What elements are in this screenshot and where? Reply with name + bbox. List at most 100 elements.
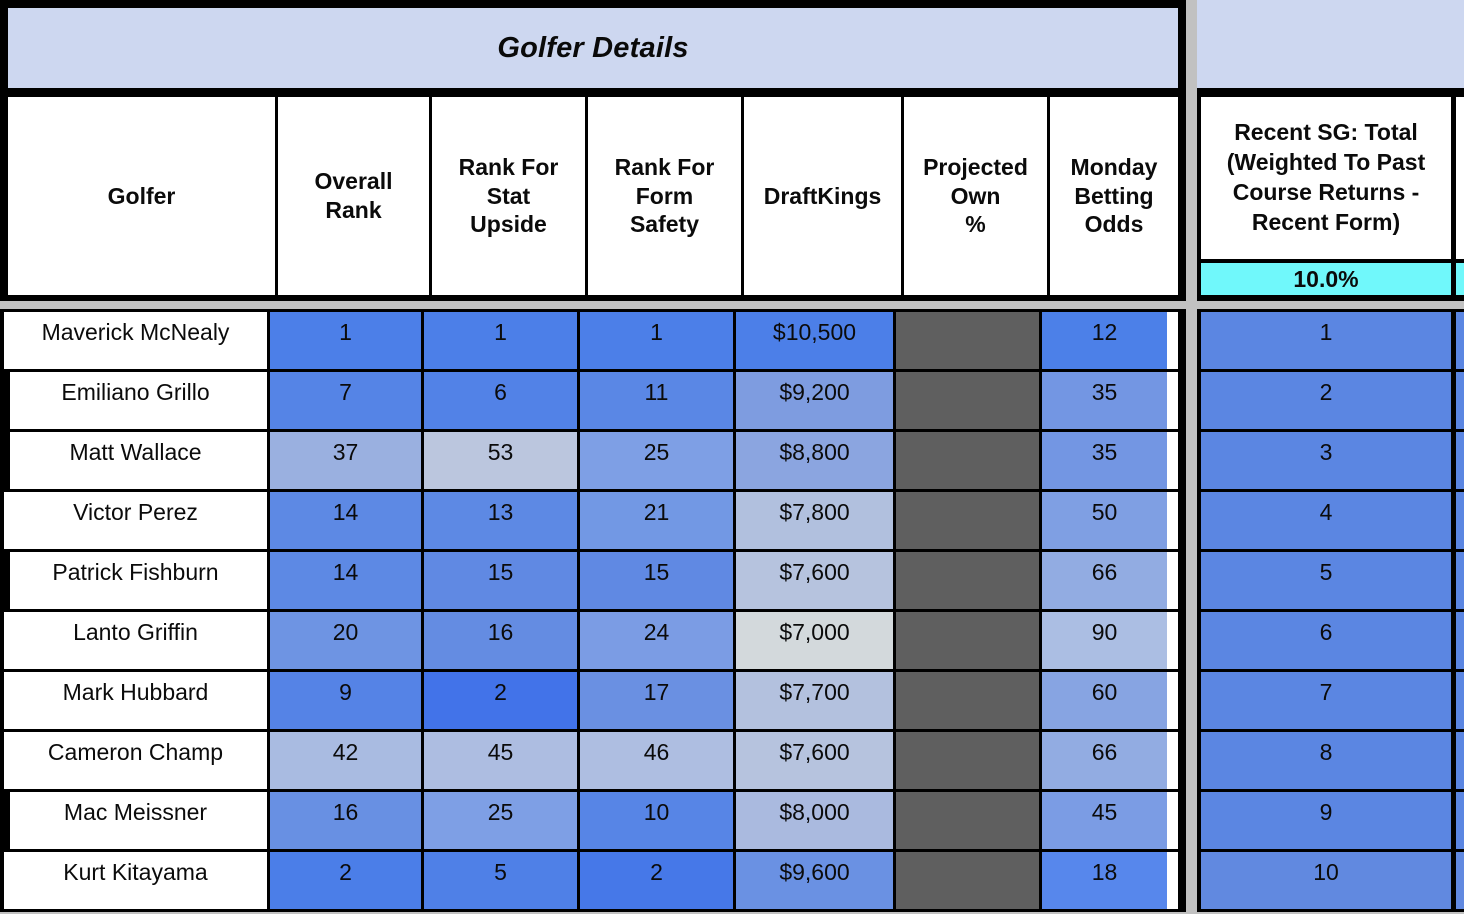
stat-upside-rank-cell: 16 xyxy=(424,612,580,669)
table-row: 6 xyxy=(1197,612,1464,672)
draftkings-salary-cell: $9,600 xyxy=(736,852,896,909)
stat-upside-rank-cell: 25 xyxy=(424,792,580,849)
table-row: 1 xyxy=(1197,309,1464,372)
table-row: Lanto Griffin 20 16 24 $7,000 90 xyxy=(0,612,1186,672)
monday-odds-cell: 60 xyxy=(1042,672,1167,729)
table-row: 7 xyxy=(1197,672,1464,732)
stat-upside-rank-cell: 2 xyxy=(424,672,580,729)
form-safety-rank-cell: 11 xyxy=(580,372,736,429)
recent-sg-sliver-cell xyxy=(1456,372,1464,429)
golfer-name-cell: Maverick McNealy xyxy=(4,312,270,369)
monday-odds-cell: 12 xyxy=(1042,312,1167,369)
overall-rank-cell: 9 xyxy=(270,672,424,729)
table-row: Patrick Fishburn 14 15 15 $7,600 66 xyxy=(0,549,1186,612)
draftkings-salary-cell: $7,000 xyxy=(736,612,896,669)
table-row: Emiliano Grillo 7 6 11 $9,200 35 xyxy=(0,369,1186,432)
column-header-golfer: Golfer xyxy=(8,97,278,295)
recent-sg-sliver-cell xyxy=(1456,792,1464,849)
draftkings-salary-cell: $8,000 xyxy=(736,792,896,849)
recent-sg-rank-cell: 1 xyxy=(1197,312,1456,369)
projected-own-cell xyxy=(896,372,1042,429)
draftkings-salary-cell: $7,600 xyxy=(736,732,896,789)
form-safety-rank-cell: 1 xyxy=(580,312,736,369)
table-row: Mac Meissner 16 25 10 $8,000 45 xyxy=(0,789,1186,852)
column-header-overall-rank: Overall Rank xyxy=(278,97,432,295)
golfer-name-cell: Mac Meissner xyxy=(4,792,270,849)
projected-own-cell xyxy=(896,432,1042,489)
banner-divider xyxy=(1197,88,1464,97)
recent-sg-rank-cell: 8 xyxy=(1197,732,1456,789)
monday-odds-cell: 35 xyxy=(1042,372,1167,429)
recent-sg-rank-cell: 4 xyxy=(1197,492,1456,549)
monday-odds-cell: 35 xyxy=(1042,432,1167,489)
golfer-name-cell: Kurt Kitayama xyxy=(4,852,270,909)
draftkings-salary-cell: $9,200 xyxy=(736,372,896,429)
golfer-name-cell: Mark Hubbard xyxy=(4,672,270,729)
stat-upside-rank-cell: 5 xyxy=(424,852,580,909)
golfer-name-cell: Lanto Griffin xyxy=(4,612,270,669)
recent-sg-rank-cell: 6 xyxy=(1197,612,1456,669)
golfer-name-cell: Victor Perez xyxy=(4,492,270,549)
golfer-details-banner: Golfer Details xyxy=(0,0,1186,97)
table-row: Mark Hubbard 9 2 17 $7,700 60 xyxy=(0,672,1186,732)
draftkings-salary-cell: $7,800 xyxy=(736,492,896,549)
recent-sg-rank-cell: 10 xyxy=(1197,852,1456,909)
form-safety-rank-cell: 2 xyxy=(580,852,736,909)
table-row: 9 xyxy=(1197,792,1464,852)
overall-rank-cell: 37 xyxy=(270,432,424,489)
projected-own-cell xyxy=(896,312,1042,369)
draftkings-salary-cell: $7,600 xyxy=(736,552,896,609)
draftkings-salary-cell: $8,800 xyxy=(736,432,896,489)
stat-upside-rank-cell: 1 xyxy=(424,312,580,369)
projected-own-cell xyxy=(896,612,1042,669)
recent-sg-sliver-cell xyxy=(1456,552,1464,609)
form-safety-rank-cell: 10 xyxy=(580,792,736,849)
recent-sg-sliver-cell xyxy=(1456,492,1464,549)
recent-sg-rank-cell: 2 xyxy=(1197,372,1456,429)
stat-upside-rank-cell: 6 xyxy=(424,372,580,429)
monday-odds-cell: 66 xyxy=(1042,732,1167,789)
form-safety-rank-cell: 24 xyxy=(580,612,736,669)
recent-sg-header-row: Recent SG: Total (Weighted To Past Cours… xyxy=(1197,97,1464,259)
projected-own-cell xyxy=(896,492,1042,549)
overall-rank-cell: 16 xyxy=(270,792,424,849)
column-header-form-safety: Rank For Form Safety xyxy=(588,97,744,295)
projected-own-cell xyxy=(896,732,1042,789)
column-header-row: Golfer Overall Rank Rank For Stat Upside… xyxy=(0,97,1186,301)
column-header-recent-sg: Recent SG: Total (Weighted To Past Cours… xyxy=(1197,97,1456,259)
projected-own-cell xyxy=(896,552,1042,609)
column-header-projected-own: Projected Own % xyxy=(904,97,1050,295)
overall-rank-cell: 20 xyxy=(270,612,424,669)
recent-sg-sliver-cell xyxy=(1456,612,1464,669)
recent-sg-table: Recent SG: Total (Weighted To Past Cours… xyxy=(1197,0,1464,914)
next-column-sliver xyxy=(1456,97,1464,259)
form-safety-rank-cell: 15 xyxy=(580,552,736,609)
overall-rank-cell: 14 xyxy=(270,492,424,549)
table-row: 8 xyxy=(1197,732,1464,792)
table-row: 5 xyxy=(1197,552,1464,612)
recent-sg-sliver-cell xyxy=(1456,312,1464,369)
weight-row: 10.0% xyxy=(1197,259,1464,301)
recent-sg-sliver-cell xyxy=(1456,732,1464,789)
form-safety-rank-cell: 17 xyxy=(580,672,736,729)
column-header-draftkings: DraftKings xyxy=(744,97,904,295)
draftkings-salary-cell: $7,700 xyxy=(736,672,896,729)
golfer-details-table: Golfer Details Golfer Overall Rank Rank … xyxy=(0,0,1186,912)
table-row: 2 xyxy=(1197,372,1464,432)
recent-sg-rank-cell: 3 xyxy=(1197,432,1456,489)
recent-sg-banner xyxy=(1197,0,1464,88)
table-row: 3 xyxy=(1197,432,1464,492)
overall-rank-cell: 14 xyxy=(270,552,424,609)
column-header-stat-upside: Rank For Stat Upside xyxy=(432,97,588,295)
golfer-name-cell: Patrick Fishburn xyxy=(4,552,270,609)
recent-sg-sliver-cell xyxy=(1456,432,1464,489)
header-body-gap xyxy=(0,301,1186,309)
monday-odds-cell: 90 xyxy=(1042,612,1167,669)
form-safety-rank-cell: 21 xyxy=(580,492,736,549)
recent-sg-rank-cell: 7 xyxy=(1197,672,1456,729)
next-column-sliver xyxy=(1456,263,1464,295)
weight-value-cell: 10.0% xyxy=(1197,263,1456,295)
recent-sg-rank-cell: 9 xyxy=(1197,792,1456,849)
stat-upside-rank-cell: 45 xyxy=(424,732,580,789)
recent-sg-sliver-cell xyxy=(1456,852,1464,909)
